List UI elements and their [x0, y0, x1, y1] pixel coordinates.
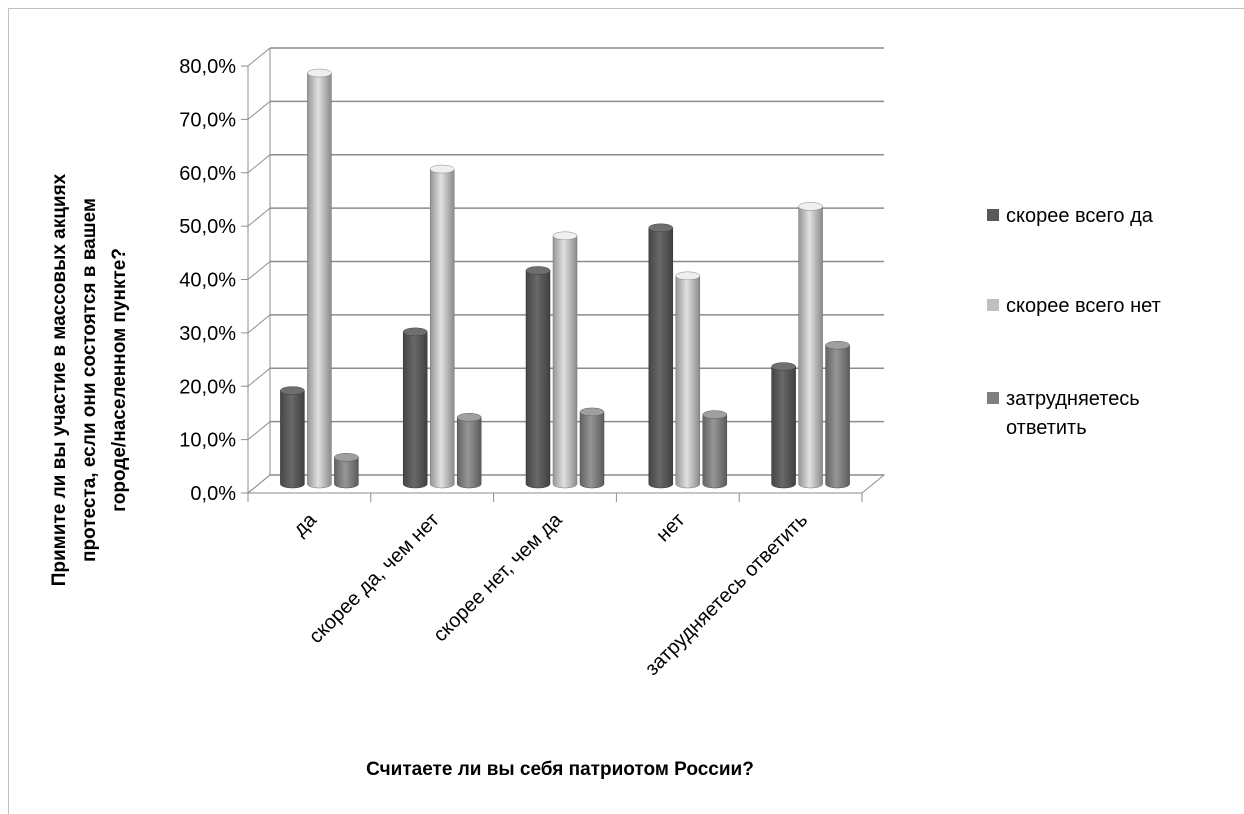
- gridline-side: [247, 314, 271, 334]
- x-axis-title: Считаете ли вы себя патриотом России?: [366, 759, 754, 780]
- y-tick-label: 10,0%: [179, 430, 236, 452]
- y-tick-label: 30,0%: [179, 323, 236, 345]
- gridline-side: [247, 154, 271, 174]
- bar-body: [771, 366, 796, 489]
- bars: [280, 68, 850, 489]
- bar: [771, 362, 796, 489]
- bar: [456, 413, 482, 489]
- gridline-side: [247, 367, 271, 387]
- bar-top: [702, 410, 728, 419]
- bar: [307, 68, 332, 489]
- gridline-side: [247, 421, 271, 441]
- y-tick-label: 40,0%: [179, 270, 236, 292]
- bar-body: [798, 206, 823, 489]
- y-tick-label: 50,0%: [179, 216, 236, 238]
- chart-floor: [246, 474, 886, 494]
- y-axis-title-line-2: протеста, если они состоятся в вашем: [79, 198, 100, 562]
- legend-label: скорее всего да: [1006, 205, 1154, 227]
- bar-body: [552, 235, 578, 489]
- bar-body: [429, 168, 455, 489]
- bar: [402, 327, 428, 489]
- legend: скорее всего да скорее всего нет затрудн…: [987, 205, 1161, 439]
- bar-body: [307, 72, 332, 489]
- y-tick-label: 80,0%: [179, 56, 236, 78]
- bar-top: [579, 407, 605, 417]
- bar-body: [702, 414, 728, 489]
- bar: [675, 271, 701, 489]
- y-axis-title-line-3: городе/населенном пункте?: [109, 248, 130, 512]
- bar: [334, 453, 359, 489]
- y-tick-label: 70,0%: [179, 109, 236, 131]
- x-tick-label: да: [289, 508, 321, 540]
- bar-top: [798, 202, 823, 211]
- legend-swatch: [987, 299, 999, 311]
- bar-body: [334, 457, 359, 489]
- y-tick-label: 20,0%: [179, 376, 236, 398]
- bar-top: [307, 68, 332, 78]
- gridline-side: [247, 261, 271, 280]
- bar-top: [552, 231, 578, 241]
- gridline-side: [247, 47, 271, 67]
- gridline-side: [247, 207, 271, 227]
- bar-top: [429, 164, 455, 174]
- bar: [798, 202, 823, 489]
- bar: [525, 266, 551, 489]
- y-tick-labels: 0,0% 10,0% 20,0% 30,0% 40,0% 50,0% 60,0% 70,0% 8…: [179, 56, 236, 505]
- bar: [702, 410, 728, 489]
- bar-top: [771, 362, 796, 371]
- bar-body: [648, 227, 674, 489]
- bar-body: [280, 390, 305, 489]
- legend-label: скорее всего нет: [1006, 295, 1161, 317]
- bar-top: [825, 340, 850, 350]
- bar-top: [456, 413, 482, 422]
- gridline-side: [247, 100, 271, 120]
- bar: [552, 231, 578, 489]
- bar-top: [334, 453, 359, 462]
- x-tick-label: нет: [652, 509, 689, 546]
- legend-swatch: [987, 209, 999, 221]
- legend-swatch: [987, 392, 999, 404]
- y-axis-title-line-1: Примите ли вы участие в массовых акциях: [49, 173, 70, 586]
- bar: [825, 340, 850, 489]
- y-tick-label: 60,0%: [179, 163, 236, 185]
- bar: [280, 386, 305, 489]
- y-axis-title: Примите ли вы участие в массовых акциях …: [49, 173, 130, 586]
- bar-body: [825, 344, 850, 489]
- chart-frame: [8, 8, 1244, 814]
- bar-body: [579, 411, 605, 489]
- legend-label: затрудняетесь ответить: [1006, 388, 1145, 439]
- bar-body: [525, 270, 551, 489]
- bar-body: [675, 275, 701, 489]
- x-tick-label: скорее нет, чем да: [429, 508, 567, 646]
- bar: [579, 407, 605, 489]
- bar-top: [280, 386, 305, 395]
- x-tick-label: скорее да, чем нет: [305, 509, 444, 648]
- bar-body: [402, 331, 428, 489]
- y-tick-label: 0,0%: [190, 483, 236, 505]
- bar-body: [456, 417, 482, 489]
- bar-top: [402, 327, 428, 337]
- bar-top: [675, 271, 701, 281]
- bar-top: [525, 266, 551, 275]
- bar-top: [648, 223, 674, 233]
- bar: [429, 164, 455, 489]
- bar: [648, 223, 674, 489]
